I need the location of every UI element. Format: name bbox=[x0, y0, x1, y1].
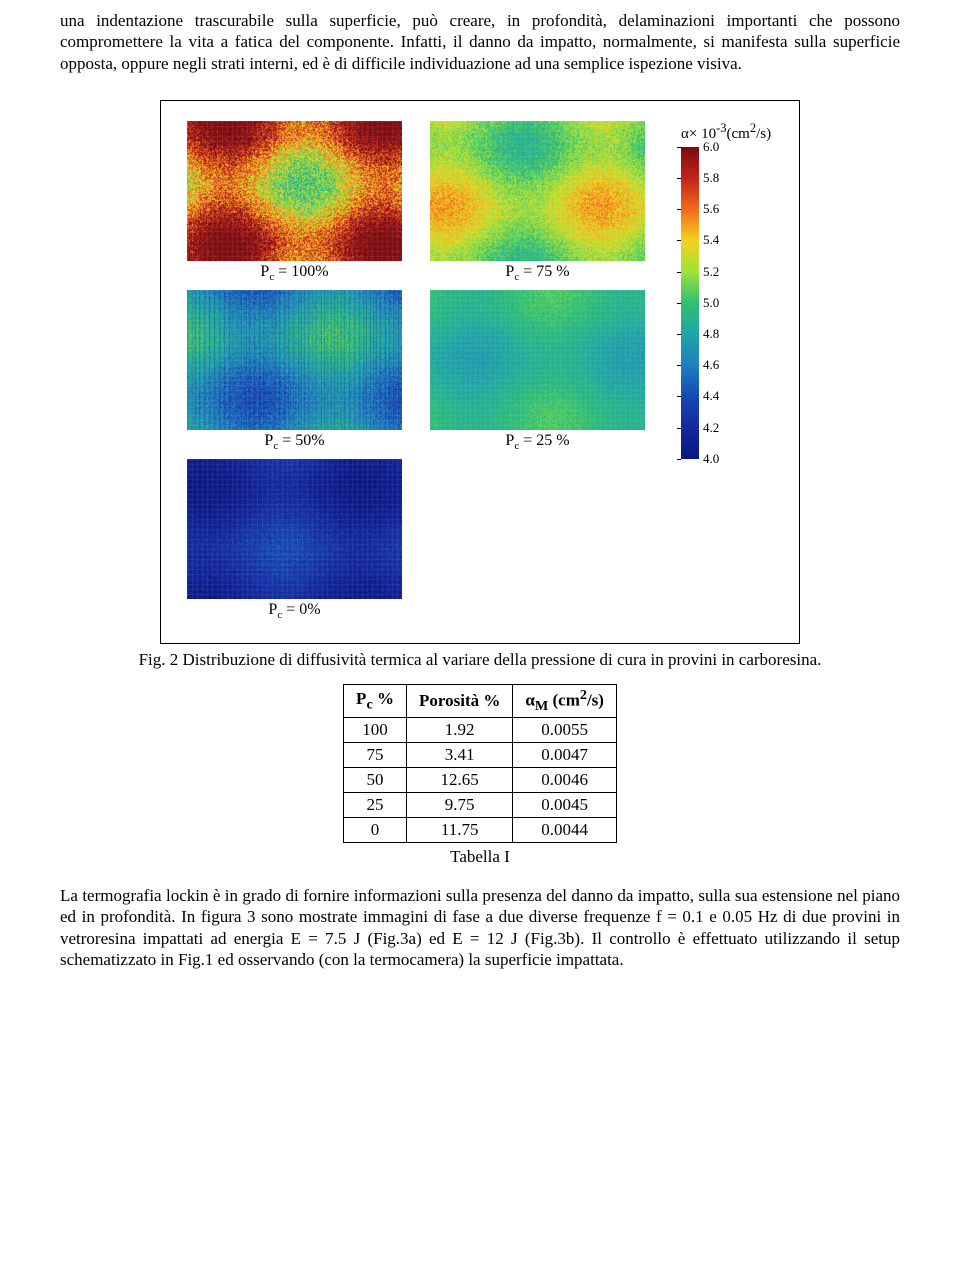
colorbar: α× 10-3(cm2/s)6.0 5.8 5.6 5.4 5.2 5.0 4.8 4.6 4.… bbox=[681, 121, 783, 459]
table-row: 259.750.0045 bbox=[344, 793, 617, 818]
table-cell: 1.92 bbox=[406, 718, 512, 743]
table-cell: 11.75 bbox=[406, 818, 512, 843]
table-cell: 0.0047 bbox=[513, 743, 617, 768]
colorbar-tick: 5.4 bbox=[703, 232, 719, 248]
heatmap-panel: Pc = 25 % bbox=[420, 290, 655, 454]
colorbar-tick: 5.0 bbox=[703, 295, 719, 311]
table-cell: 25 bbox=[344, 793, 407, 818]
heatmap-image bbox=[430, 121, 645, 261]
heatmap-label: Pc = 100% bbox=[260, 263, 328, 285]
colorbar-tick: 5.6 bbox=[703, 201, 719, 217]
colorbar-tick: 6.0 bbox=[703, 139, 719, 155]
heatmap-image bbox=[187, 459, 402, 599]
heatmap-panel: Pc = 0% bbox=[177, 459, 412, 623]
heatmap-label: Pc = 50% bbox=[264, 432, 324, 454]
figure-2-caption: Fig. 2 Distribuzione di diffusività term… bbox=[60, 650, 900, 670]
table-cell: 50 bbox=[344, 768, 407, 793]
paragraph-2: La termografia lockin è in grado di forn… bbox=[60, 885, 900, 970]
colorbar-tick: 4.8 bbox=[703, 326, 719, 342]
table-row: 753.410.0047 bbox=[344, 743, 617, 768]
figure-2: Pc = 100% Pc = 75 % α× 10-3(cm2/s)6.0 5.8 5.… bbox=[160, 100, 800, 644]
table-cell: 100 bbox=[344, 718, 407, 743]
table-cell: 3.41 bbox=[406, 743, 512, 768]
colorbar-title: α× 10-3(cm2/s) bbox=[681, 121, 771, 143]
table-cell: 75 bbox=[344, 743, 407, 768]
table-header: αM (cm2/s) bbox=[513, 685, 617, 718]
heatmap-label: Pc = 25 % bbox=[505, 432, 569, 454]
heatmap-image bbox=[187, 290, 402, 430]
heatmap-panel: Pc = 50% bbox=[177, 290, 412, 454]
table-cell: 0.0055 bbox=[513, 718, 617, 743]
heatmap-label: Pc = 75 % bbox=[505, 263, 569, 285]
table-header: Porosità % bbox=[406, 685, 512, 718]
table-cell: 0.0045 bbox=[513, 793, 617, 818]
heatmap-panel: Pc = 100% bbox=[177, 121, 412, 285]
heatmap-panel: Pc = 75 % bbox=[420, 121, 655, 285]
colorbar-tick: 4.0 bbox=[703, 451, 719, 467]
table-cell: 9.75 bbox=[406, 793, 512, 818]
table-row: 011.750.0044 bbox=[344, 818, 617, 843]
table-cell: 0.0044 bbox=[513, 818, 617, 843]
table-1: Pc %Porosità %αM (cm2/s) 1001.920.005575… bbox=[343, 684, 617, 843]
table-cell: 0 bbox=[344, 818, 407, 843]
colorbar-tick: 5.8 bbox=[703, 170, 719, 186]
heatmap-image bbox=[430, 290, 645, 430]
table-cell: 0.0046 bbox=[513, 768, 617, 793]
paragraph-1: una indentazione trascurabile sulla supe… bbox=[60, 10, 900, 74]
table-cell: 12.65 bbox=[406, 768, 512, 793]
colorbar-tick: 5.2 bbox=[703, 264, 719, 280]
colorbar-tick: 4.2 bbox=[703, 420, 719, 436]
colorbar-tick: 4.6 bbox=[703, 357, 719, 373]
table-1-caption: Tabella I bbox=[60, 847, 900, 867]
heatmap-image bbox=[187, 121, 402, 261]
table-header: Pc % bbox=[344, 685, 407, 718]
page: una indentazione trascurabile sulla supe… bbox=[0, 0, 960, 1264]
table-row: 1001.920.0055 bbox=[344, 718, 617, 743]
table-row: 5012.650.0046 bbox=[344, 768, 617, 793]
heatmap-label: Pc = 0% bbox=[268, 601, 320, 623]
colorbar-tick: 4.4 bbox=[703, 388, 719, 404]
